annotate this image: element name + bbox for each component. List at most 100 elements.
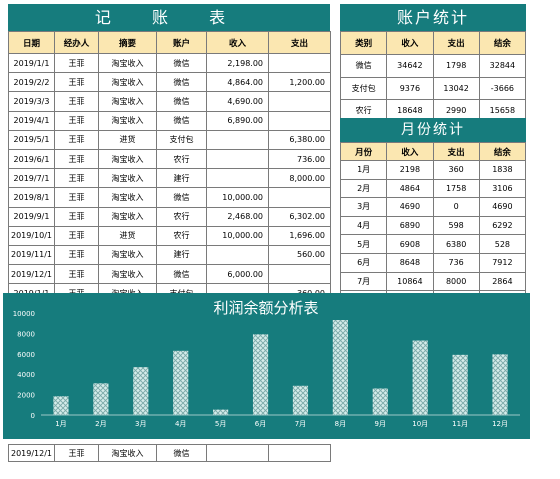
cell-month[interactable]: 1月 [339, 160, 388, 180]
cell-account[interactable]: 微信 [156, 187, 207, 208]
cell-account[interactable]: 农行 [156, 225, 207, 246]
table-row[interactable]: 2019/7/1 王菲 淘宝收入 建行 8,000.00 [8, 168, 331, 189]
bar[interactable] [173, 350, 189, 415]
cell-month[interactable]: 3月 [339, 197, 388, 217]
cell-income[interactable]: 4,864.00 [206, 72, 269, 93]
col-header-income[interactable]: 收入 [206, 31, 269, 54]
cell-month[interactable]: 4月 [339, 215, 388, 236]
cell-expense[interactable]: 598 [432, 215, 480, 236]
cell-summary[interactable]: 淘宝收入 [98, 244, 157, 266]
cell-date[interactable]: 2019/7/1 [8, 168, 55, 189]
cell-handler[interactable]: 王菲 [54, 206, 99, 227]
cell-expense[interactable]: 360 [432, 160, 480, 180]
cell-expense[interactable]: 6,302.00 [268, 206, 331, 227]
cell-category[interactable]: 支付包 [339, 76, 388, 100]
cell-expense[interactable] [268, 52, 331, 74]
bar[interactable] [93, 383, 109, 415]
table-row[interactable]: 2019/11/1 王菲 淘宝收入 建行 560.00 [8, 244, 331, 266]
cell-balance[interactable]: 1838 [478, 160, 527, 180]
cell-handler[interactable]: 王菲 [54, 52, 99, 74]
cell-income[interactable]: 10864 [386, 271, 434, 292]
cell-summary[interactable]: 进货 [98, 129, 157, 150]
cell-date[interactable]: 2019/8/1 [8, 187, 55, 208]
cell-expense[interactable]: 1758 [432, 178, 480, 199]
cell-expense[interactable]: 736 [432, 252, 480, 273]
cell-account[interactable]: 微信 [156, 72, 207, 93]
cell-expense[interactable]: 8000 [432, 271, 480, 292]
cell-income[interactable] [206, 444, 269, 462]
col-header-income[interactable]: 收入 [386, 142, 434, 161]
cell-income[interactable]: 4864 [386, 178, 434, 199]
profit-balance-chart[interactable]: 利润余额分析表 0 2000 4000 6000 8000 10000 1月 2月 3月 4月 5… [3, 293, 530, 439]
cell-income[interactable]: 6,890.00 [206, 110, 269, 131]
col-header-balance[interactable]: 结余 [478, 142, 527, 161]
table-row[interactable]: 4月 6890 598 6292 [339, 215, 527, 236]
table-row[interactable]: 2019/12/1 王菲 淘宝收入 微信 6,000.00 [8, 264, 331, 285]
cell-handler[interactable]: 王菲 [54, 444, 99, 462]
cell-month[interactable]: 7月 [339, 271, 388, 292]
bar[interactable] [412, 340, 428, 415]
cell-balance[interactable]: 32844 [478, 54, 527, 78]
cell-handler[interactable]: 王菲 [54, 168, 99, 189]
cell-income[interactable]: 6908 [386, 234, 434, 254]
cell-date[interactable]: 2019/6/1 [8, 148, 55, 170]
cell-balance[interactable]: 7912 [478, 252, 527, 273]
cell-balance[interactable]: 6292 [478, 215, 527, 236]
cell-expense[interactable]: 6,380.00 [268, 129, 331, 150]
col-header-date[interactable]: 日期 [8, 31, 55, 54]
cell-account[interactable]: 农行 [156, 206, 207, 227]
cell-summary[interactable]: 淘宝收入 [98, 148, 157, 170]
table-row[interactable]: 2019/1/1 王菲 淘宝收入 微信 2,198.00 [8, 52, 331, 74]
cell-date[interactable]: 2019/9/1 [8, 206, 55, 227]
cell-income[interactable]: 10,000.00 [206, 225, 269, 246]
cell-expense[interactable]: 560.00 [268, 244, 331, 266]
cell-account[interactable]: 支付包 [156, 129, 207, 150]
cell-summary[interactable]: 淘宝收入 [98, 110, 157, 131]
table-row[interactable]: 2019/3/3 王菲 淘宝收入 微信 4,690.00 [8, 91, 331, 112]
cell-summary[interactable]: 淘宝收入 [98, 444, 157, 462]
bar[interactable] [292, 385, 309, 415]
cell-expense[interactable]: 6380 [432, 234, 480, 254]
cell-handler[interactable]: 王菲 [54, 72, 99, 93]
table-row[interactable]: 5月 6908 6380 528 [339, 234, 527, 254]
cell-expense[interactable] [268, 444, 331, 462]
cell-summary[interactable]: 淘宝收入 [98, 91, 157, 112]
cell-summary[interactable]: 进货 [98, 225, 157, 246]
cell-handler[interactable]: 王菲 [54, 91, 99, 112]
cell-date[interactable]: 2019/1/1 [8, 52, 55, 74]
cell-summary[interactable]: 淘宝收入 [98, 52, 157, 74]
cell-expense[interactable]: 0 [432, 197, 480, 217]
cell-handler[interactable]: 王菲 [54, 187, 99, 208]
table-row[interactable]: 6月 8648 736 7912 [339, 252, 527, 273]
cell-income[interactable] [206, 148, 269, 170]
cell-balance[interactable]: 3106 [478, 178, 527, 199]
table-row[interactable]: 2019/8/1 王菲 淘宝收入 微信 10,000.00 [8, 187, 331, 208]
cell-month[interactable]: 5月 [339, 234, 388, 254]
cell-income[interactable]: 10,000.00 [206, 187, 269, 208]
cell-expense[interactable]: 13042 [432, 76, 480, 100]
table-row[interactable]: 7月 10864 8000 2864 [339, 271, 527, 292]
col-header-balance[interactable]: 结余 [478, 31, 527, 55]
cell-income[interactable] [206, 129, 269, 150]
cell-date[interactable]: 2019/2/2 [8, 72, 55, 93]
cell-summary[interactable]: 淘宝收入 [98, 187, 157, 208]
bar[interactable] [252, 334, 269, 415]
table-row[interactable]: 2019/12/1 王菲 淘宝收入 微信 [8, 444, 331, 462]
cell-account[interactable]: 微信 [156, 91, 207, 112]
cell-income[interactable]: 9376 [386, 76, 434, 100]
table-row[interactable]: 2019/4/1 王菲 淘宝收入 微信 6,890.00 [8, 110, 331, 131]
cell-expense[interactable]: 736.00 [268, 148, 331, 170]
table-row[interactable]: 微信 34642 1798 32844 [339, 54, 527, 78]
cell-date[interactable]: 2019/4/1 [8, 110, 55, 131]
bar[interactable] [213, 409, 229, 415]
cell-income[interactable]: 6,000.00 [206, 264, 269, 285]
cell-account[interactable]: 微信 [156, 264, 207, 285]
cell-date[interactable]: 2019/11/1 [8, 244, 55, 266]
cell-expense[interactable] [268, 110, 331, 131]
cell-income[interactable]: 8648 [386, 252, 434, 273]
table-row[interactable]: 2019/9/1 王菲 淘宝收入 农行 2,468.00 6,302.00 [8, 206, 331, 227]
table-row[interactable]: 2019/10/1 王菲 进货 农行 10,000.00 1,696.00 [8, 225, 331, 246]
cell-income[interactable]: 4690 [386, 197, 434, 217]
cell-expense[interactable] [268, 187, 331, 208]
cell-income[interactable]: 6890 [386, 215, 434, 236]
